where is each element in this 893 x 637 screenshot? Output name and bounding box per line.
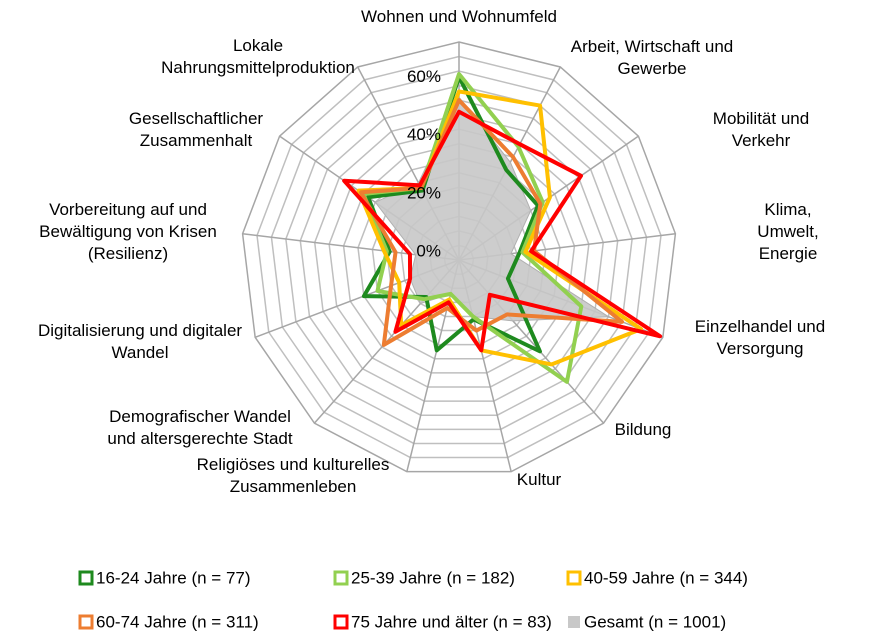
category-label: Lokale Nahrungsmittelproduktion	[161, 36, 355, 77]
legend-label: 40-59 Jahre (n = 344)	[584, 568, 748, 587]
legend-label: 25-39 Jahre (n = 182)	[351, 568, 515, 587]
category-label: Vorbereitung auf und Bewältigung von Kri…	[39, 200, 217, 263]
category-label: Wohnen und Wohnumfeld	[361, 7, 557, 26]
grid-ring	[299, 99, 619, 416]
legend-swatch	[333, 614, 349, 630]
grid-ring	[285, 84, 633, 431]
tick-label: 0%	[416, 241, 441, 260]
legend-swatch	[78, 614, 94, 630]
tick-label: 40%	[407, 125, 441, 144]
series-line	[361, 74, 542, 354]
category-label: Kultur	[516, 470, 562, 489]
legend-label: 75 Jahre und älter (n = 83)	[351, 612, 552, 631]
category-label: Religiöses und kulturelles Zusammenleben	[196, 455, 390, 496]
grid-ring	[256, 55, 662, 459]
legend-label: Gesamt (n = 1001)	[584, 612, 726, 631]
tick-label: 20%	[407, 183, 441, 202]
category-label: Bildung	[614, 420, 672, 439]
category-label: Klima, Umwelt, Energie	[757, 200, 819, 263]
legend-swatch	[568, 616, 580, 628]
category-label: Einzelhandel und Versorgung	[694, 317, 826, 358]
grid-ring	[342, 142, 576, 374]
category-label: Mobilität und Verkehr	[712, 109, 810, 150]
category-label: Demografischer Wandel und altersgerechte…	[107, 407, 293, 448]
category-label: Gesellschaftlicher Zusammenhalt	[128, 109, 264, 150]
legend-label: 60-74 Jahre (n = 311)	[96, 612, 259, 631]
legend-swatch	[333, 570, 349, 586]
legend-label: 16-24 Jahre (n = 77)	[96, 568, 251, 587]
series-line	[342, 109, 663, 353]
category-label: Arbeit, Wirtschaft und Gewerbe	[570, 37, 734, 78]
grid-ring	[313, 113, 605, 402]
tick-label: 60%	[407, 67, 441, 86]
legend-swatch	[566, 570, 582, 586]
grid-ring	[241, 41, 677, 473]
grid-ring	[270, 70, 648, 445]
category-label: Digitalisierung und digitaler Wandel	[37, 321, 243, 362]
legend-swatch	[78, 570, 94, 586]
